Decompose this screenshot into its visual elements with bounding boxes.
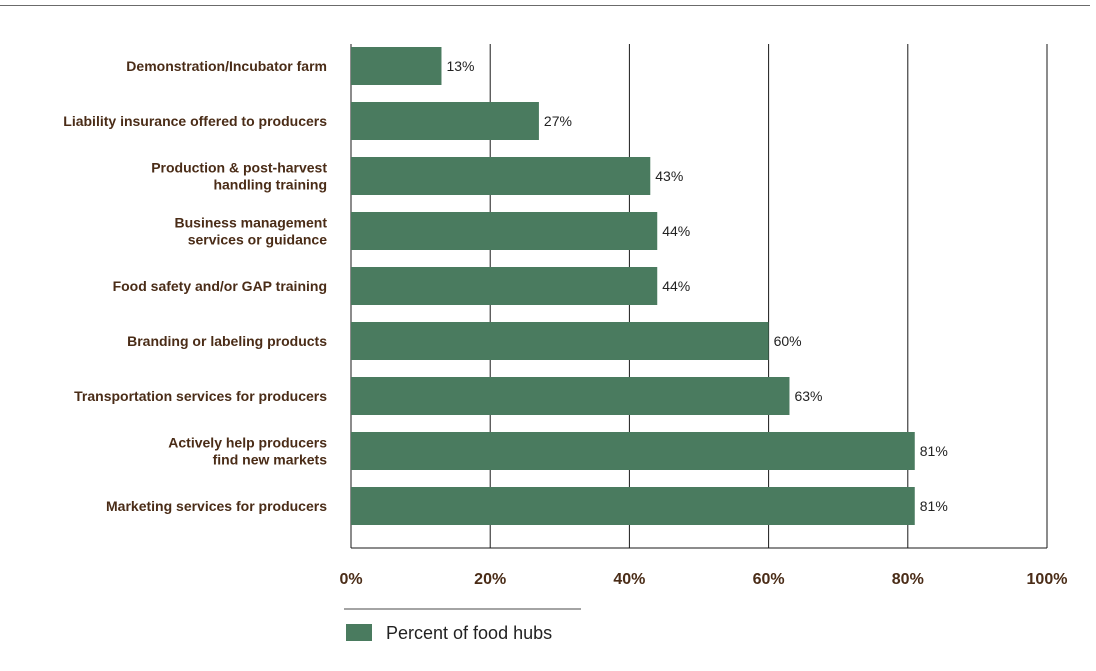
category-label: Production & post-harvest: [151, 160, 327, 176]
x-tick-label: 0%: [339, 571, 362, 588]
bar: [351, 432, 915, 470]
x-tick-label: 20%: [474, 571, 506, 588]
category-label: Demonstration/Incubator farm: [126, 58, 327, 74]
x-tick-label: 60%: [753, 571, 785, 588]
x-tick-label: 80%: [892, 571, 924, 588]
legend-label: Percent of food hubs: [386, 623, 552, 643]
category-label: Transportation services for producers: [74, 388, 327, 404]
category-label: Food safety and/or GAP training: [113, 278, 327, 294]
category-label: Branding or labeling products: [127, 333, 327, 349]
data-label: 44%: [662, 278, 690, 294]
bar: [351, 267, 658, 305]
data-label: 63%: [794, 388, 822, 404]
category-label: handling training: [213, 177, 327, 193]
bar: [351, 47, 442, 85]
bar: [351, 157, 651, 195]
category-label: Business management: [175, 215, 328, 231]
data-label: 43%: [655, 168, 683, 184]
category-label: Marketing services for producers: [106, 498, 327, 514]
legend-swatch: [346, 624, 372, 641]
bar: [351, 102, 539, 140]
data-label: 60%: [774, 333, 802, 349]
data-label: 44%: [662, 223, 690, 239]
data-label: 13%: [446, 58, 474, 74]
top-rule: [0, 5, 1090, 6]
x-tick-label: 100%: [1027, 571, 1068, 588]
category-label: services or guidance: [188, 232, 328, 248]
x-tick-label: 40%: [613, 571, 645, 588]
data-label: 27%: [544, 113, 572, 129]
bar: [351, 212, 658, 250]
bar: [351, 377, 790, 415]
data-label: 81%: [920, 443, 948, 459]
category-label: find new markets: [213, 452, 328, 468]
data-label: 81%: [920, 498, 948, 514]
category-label: Actively help producers: [168, 435, 327, 451]
category-label: Liability insurance offered to producers: [63, 113, 327, 129]
bar: [351, 487, 915, 525]
bar: [351, 322, 769, 360]
